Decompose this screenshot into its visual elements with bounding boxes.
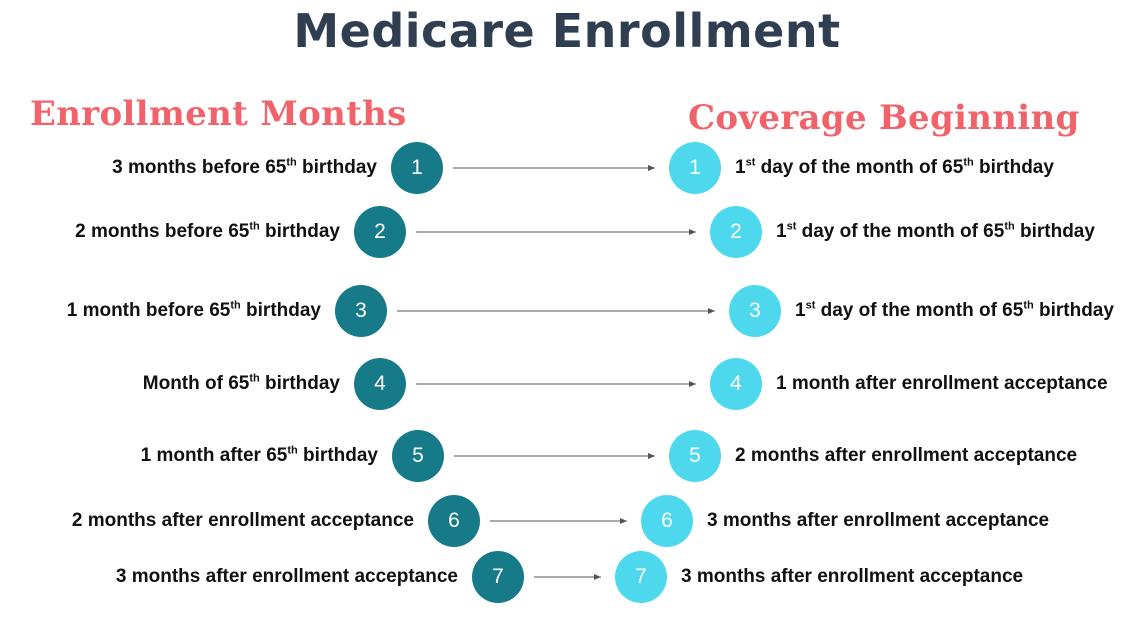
enrollment-step-3-label: 1 month before 65th birthday bbox=[66, 299, 321, 321]
enrollment-step-2-label: 2 months before 65th birthday bbox=[75, 220, 340, 242]
coverage-step-3-circle: 3 bbox=[729, 285, 781, 337]
enrollment-step-1-label: 3 months before 65th birthday bbox=[112, 156, 377, 178]
enrollment-step-1-circle: 1 bbox=[391, 142, 443, 194]
coverage-step-5-label: 2 months after enrollment acceptance bbox=[735, 445, 1078, 466]
coverage-step-1-circle: 1 bbox=[669, 142, 721, 194]
coverage-step-6-label: 3 months after enrollment acceptance bbox=[707, 510, 1050, 531]
enrollment-step-5-label: 1 month after 65th birthday bbox=[140, 444, 378, 466]
coverage-step-7-circle: 7 bbox=[615, 551, 667, 603]
coverage-step-7-label: 3 months after enrollment acceptance bbox=[681, 566, 1024, 587]
enrollment-step-6-circle: 6 bbox=[428, 495, 480, 547]
coverage-step-4-label: 1 month after enrollment acceptance bbox=[776, 373, 1108, 394]
enrollment-step-4-circle: 4 bbox=[354, 358, 406, 410]
page-title: Medicare Enrollment bbox=[293, 4, 841, 58]
enrollment-step-6-label: 2 months after enrollment acceptance bbox=[71, 510, 414, 531]
enrollment-step-2-circle: 2 bbox=[354, 206, 406, 258]
coverage-step-4-circle: 4 bbox=[710, 358, 762, 410]
enrollment-step-7-circle: 7 bbox=[472, 551, 524, 603]
enrollment-months-heading: Enrollment Months bbox=[30, 94, 407, 134]
enrollment-step-7-label: 3 months after enrollment acceptance bbox=[115, 566, 458, 587]
coverage-step-2-label: 1st day of the month of 65th birthday bbox=[776, 220, 1095, 242]
coverage-step-1-label: 1st day of the month of 65th birthday bbox=[735, 156, 1054, 178]
coverage-beginning-heading: Coverage Beginning bbox=[688, 98, 1080, 138]
coverage-step-3-label: 1st day of the month of 65th birthday bbox=[795, 299, 1114, 321]
enrollment-step-3-circle: 3 bbox=[335, 285, 387, 337]
coverage-step-6-circle: 6 bbox=[641, 495, 693, 547]
coverage-step-2-circle: 2 bbox=[710, 206, 762, 258]
enrollment-step-4-label: Month of 65th birthday bbox=[142, 372, 340, 394]
enrollment-step-5-circle: 5 bbox=[392, 430, 444, 482]
coverage-step-5-circle: 5 bbox=[669, 430, 721, 482]
